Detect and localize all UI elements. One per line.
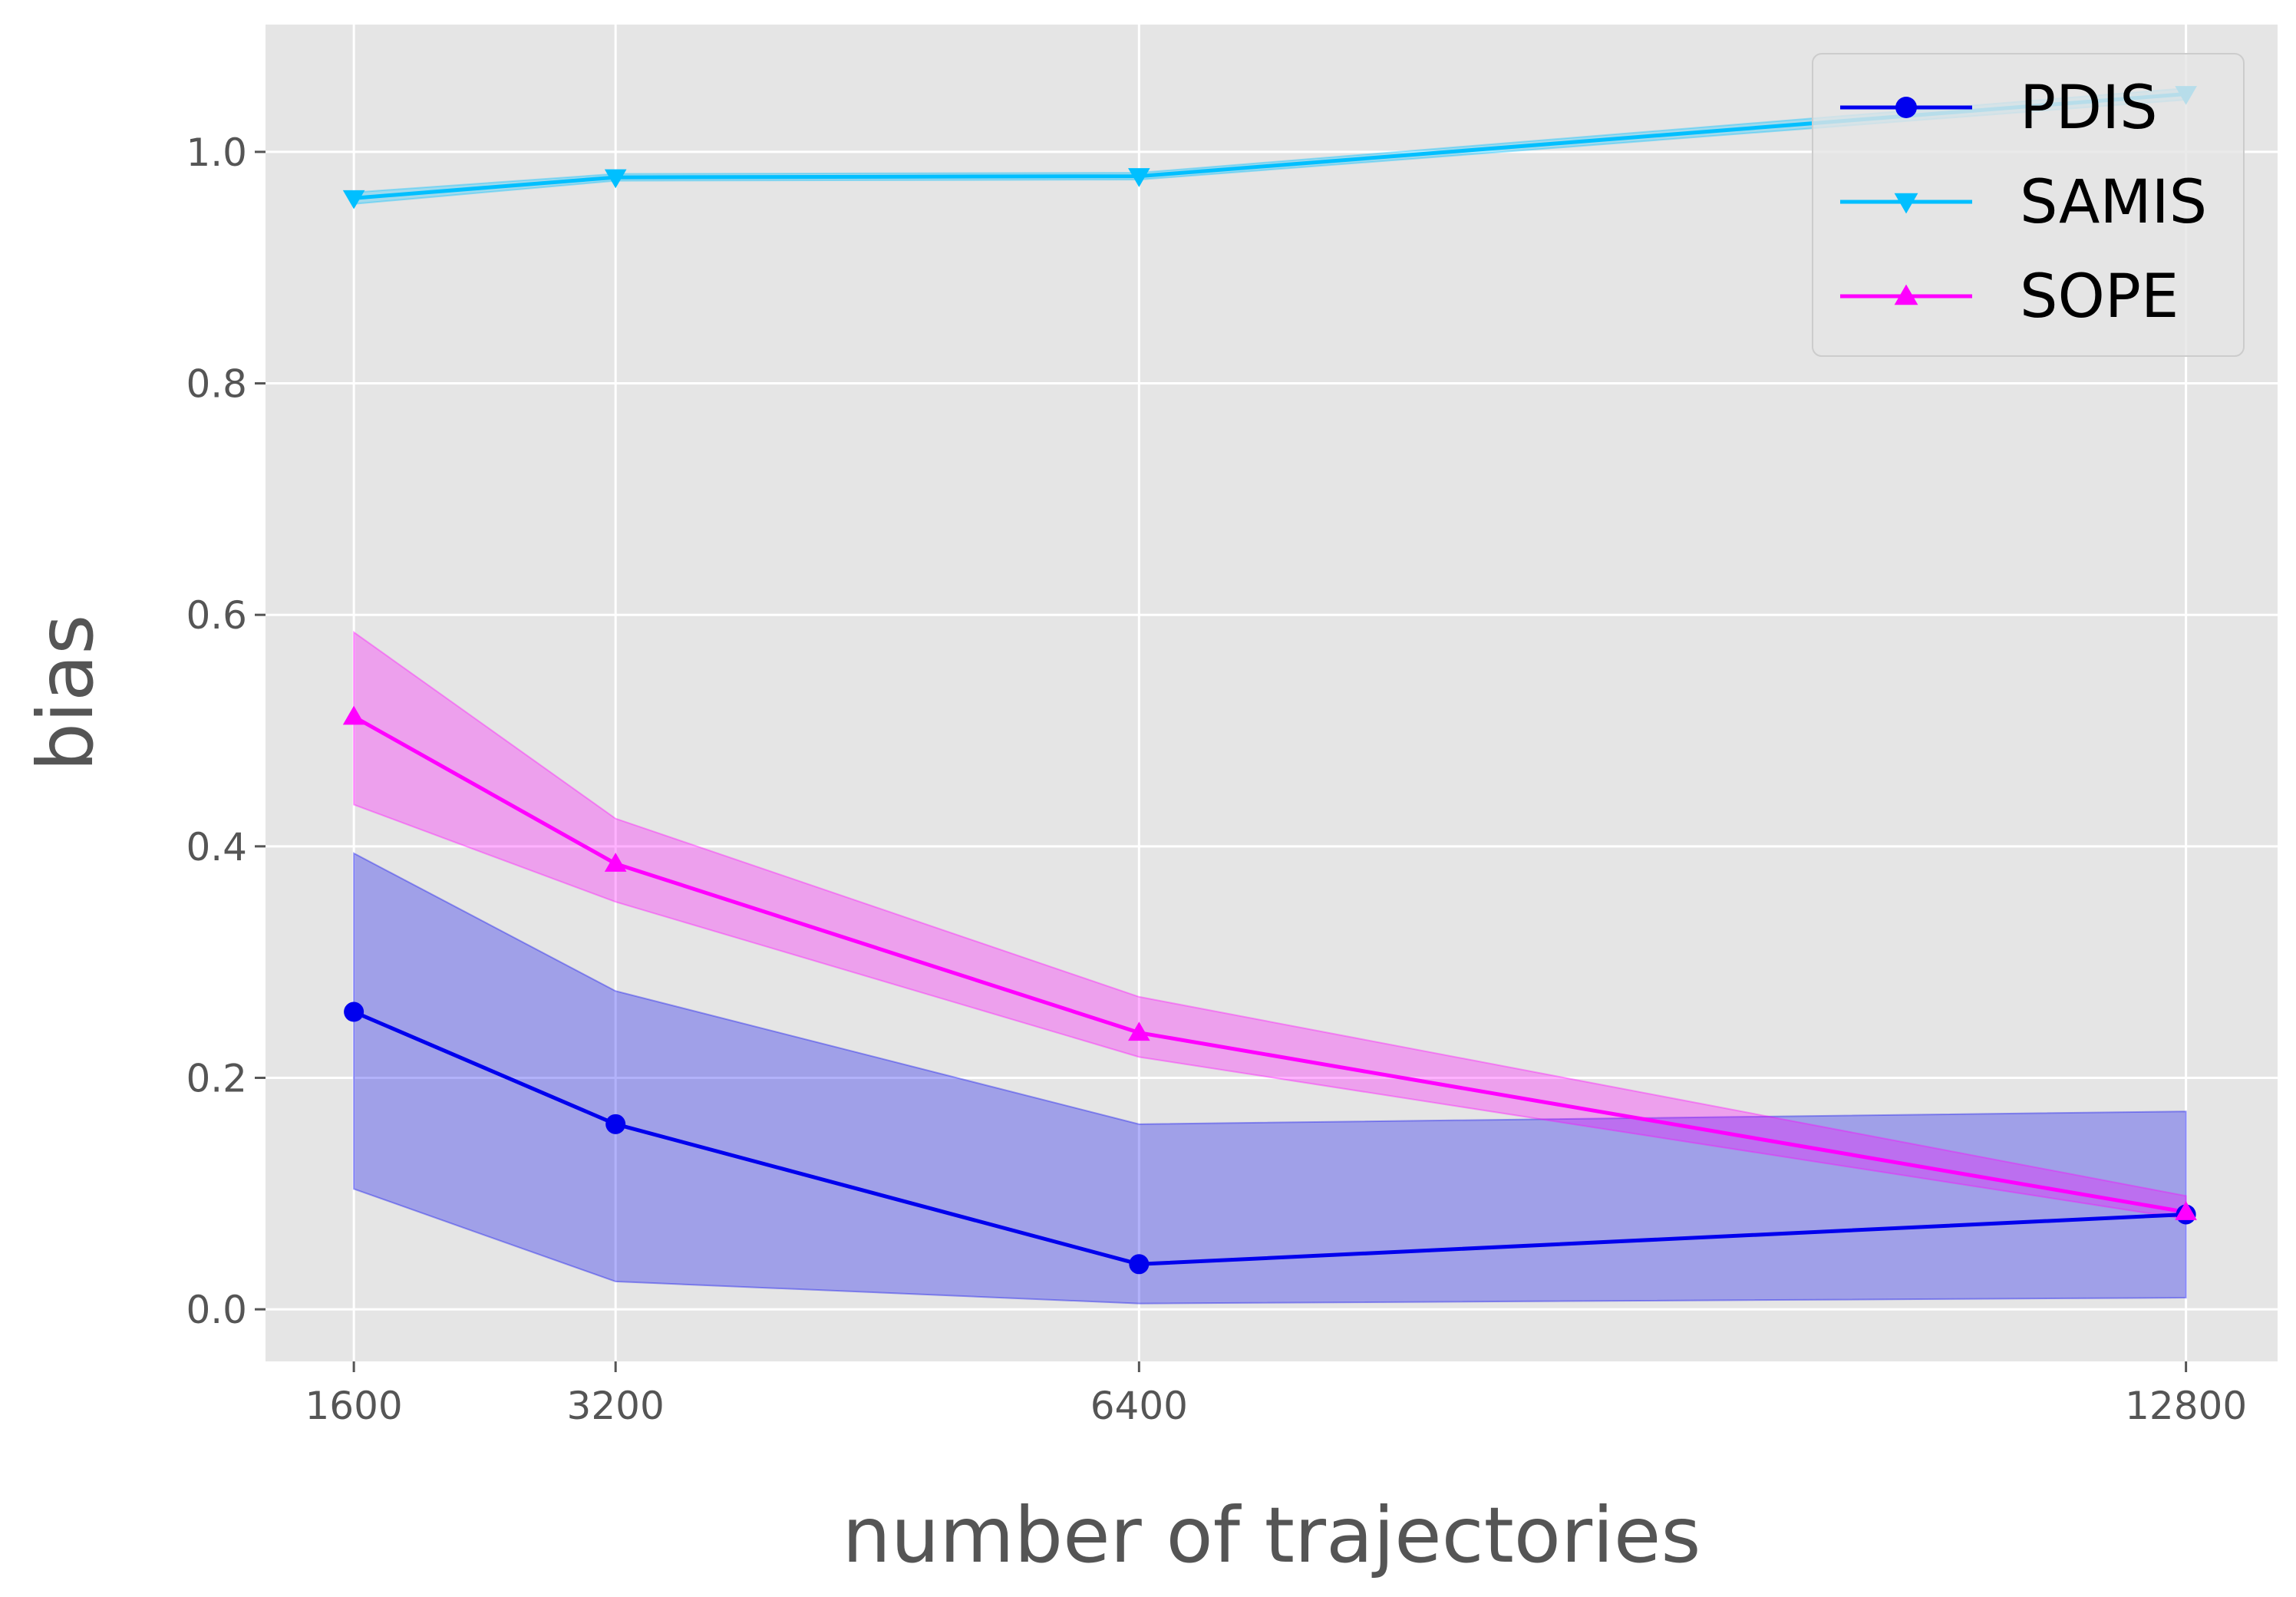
pdis-point xyxy=(1129,1254,1150,1275)
samis-point xyxy=(342,190,365,210)
pdis-point xyxy=(605,1114,626,1134)
legend-box xyxy=(1812,53,2245,357)
y-tick-label: 1.0 xyxy=(186,130,247,175)
samis-point xyxy=(604,169,627,189)
y-tick-label: 0.2 xyxy=(186,1056,247,1100)
legend-entry-pdis: PDIS xyxy=(1840,74,2158,143)
series-lines xyxy=(352,92,2187,1266)
x-axis-ticks: 1600 3200 6400 12800 xyxy=(305,1361,2247,1428)
y-axis-title: bias xyxy=(21,615,111,772)
sope-point xyxy=(604,853,627,872)
sope-point xyxy=(1128,1021,1150,1041)
y-tick-label: 0.4 xyxy=(186,825,247,869)
samis-line xyxy=(353,92,2186,200)
pdis-point xyxy=(344,1001,365,1022)
x-tick-label: 12800 xyxy=(2125,1384,2247,1428)
pdis-confidence-band xyxy=(353,852,2187,1305)
legend-marker xyxy=(1895,97,1917,118)
sope-point xyxy=(342,705,365,725)
legend-label: SOPE xyxy=(2020,262,2179,332)
y-tick-label: 0.6 xyxy=(186,593,247,638)
legend-marker xyxy=(1894,193,1918,214)
x-axis-title: number of trajectories xyxy=(842,1490,1701,1580)
sope-line xyxy=(352,714,2187,1214)
legend-entry-sope: SOPE xyxy=(1840,262,2179,332)
legend-label: PDIS xyxy=(2020,74,2158,143)
x-tick-label: 1600 xyxy=(305,1384,402,1428)
y-axis-ticks: 0.0 0.2 0.4 0.6 0.8 1.0 xyxy=(186,130,266,1332)
pdis-line xyxy=(353,1010,2186,1266)
x-tick-label: 6400 xyxy=(1090,1384,1188,1428)
y-tick-label: 0.8 xyxy=(186,362,247,407)
y-tick-label: 0.0 xyxy=(186,1288,247,1332)
sope-point xyxy=(2175,1201,2197,1220)
samis-point xyxy=(1128,168,1150,187)
x-tick-label: 3200 xyxy=(567,1384,665,1428)
legend-marker xyxy=(1894,284,1918,305)
legend-label: SAMIS xyxy=(2020,168,2207,237)
legend-entry-samis: SAMIS xyxy=(1840,168,2207,237)
legend: PDIS SAMIS SOPE xyxy=(1812,53,2245,357)
